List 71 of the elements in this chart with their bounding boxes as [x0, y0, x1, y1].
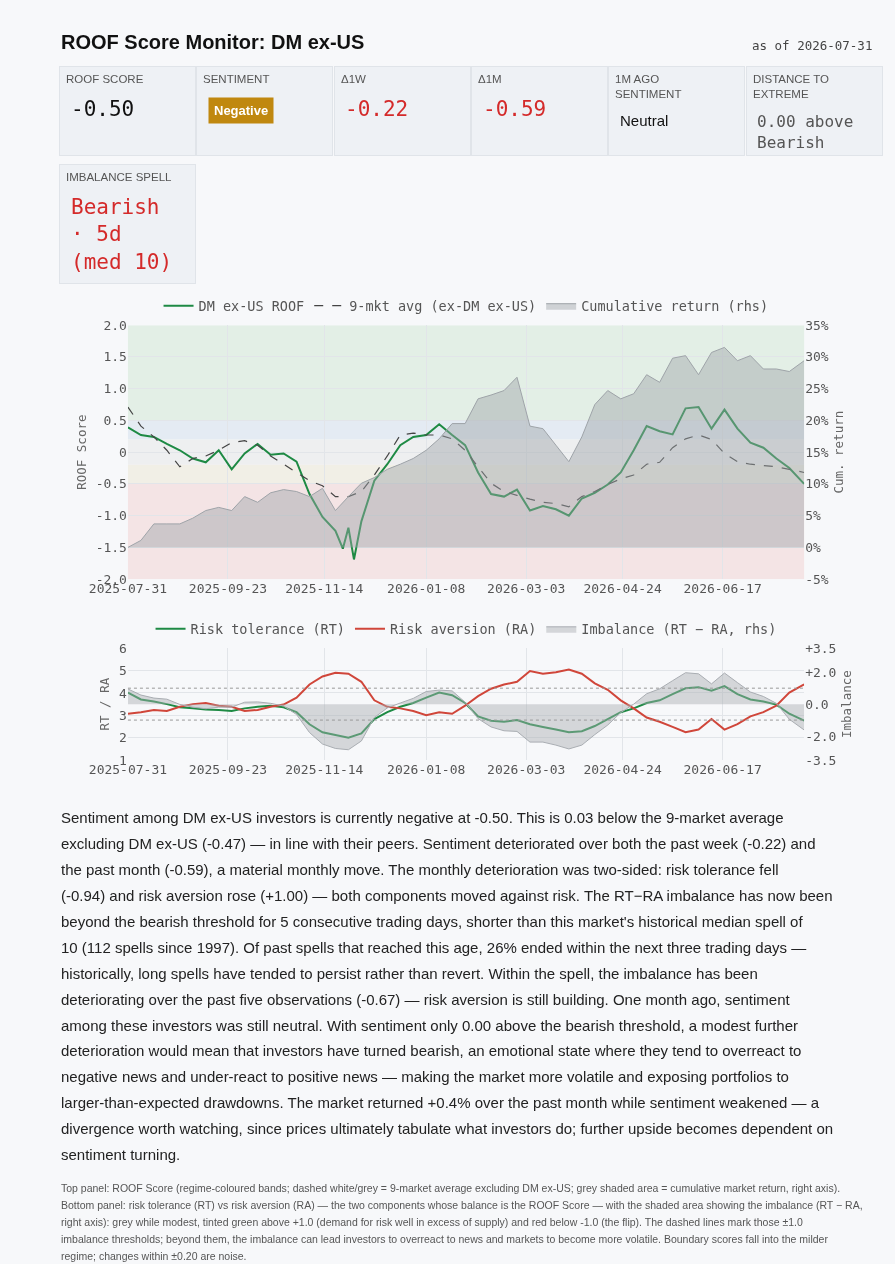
- legend-label: Cumulative return (rhs): [581, 297, 769, 314]
- y2-tick-label: +2.0: [805, 664, 837, 680]
- y2-tick-label: -3.5: [805, 752, 837, 768]
- y-tick-label: 1.5: [103, 349, 127, 365]
- text: Δ1W: [341, 73, 367, 85]
- y2-axis-title: Cum. return: [831, 410, 847, 494]
- y-tick-label: -0.5: [95, 476, 127, 492]
- legend-label: 9-mkt avg (ex-DM ex-US): [349, 297, 537, 314]
- y2-tick-label: 0.0: [805, 696, 829, 712]
- text: Negative: [214, 103, 269, 118]
- x-tick-label: 2025-11-14: [285, 761, 364, 777]
- y-tick-label: 2: [119, 730, 127, 746]
- text: -0.22: [345, 97, 409, 121]
- x-tick-label: 2025-09-23: [188, 581, 268, 597]
- x-tick-label: 2026-06-17: [683, 581, 762, 597]
- text: Bearish · 5d (med 10): [71, 195, 173, 274]
- text: Δ1M: [478, 73, 502, 85]
- y-tick-label: 0.5: [103, 412, 127, 428]
- legend-label: Risk aversion (RA): [389, 621, 537, 638]
- text: DISTANCE TO EXTREME: [753, 73, 830, 100]
- text: 0.00 above Bearish: [757, 112, 854, 152]
- text: Sentiment among DM ex-US investors is currently negative at -0.50. This is 0.03 below the 9-market average excluding DM ex-US (-0.47) — in line with their peers. Sentiment deteriorated over both the past week (-0.22) and the past month (-0.59), a material monthly move. The monthly deterioration was two-sided: risk tolerance fell (-0.94) and risk aversion rose (+1.00) — both components moved against risk. The RT−RA imbalance has now been beyond the bearish threshold for 5 consecutive trading days, shorter than this market's historical median spell of 10 (112 spells since 1997). Of past spells that reached this age, 26% ended within the next three trading days — historically, long spells have tended to persist rather than revert. Within the spell, the imbalance has been deteriorating over the past five observations (-0.67) — risk aversion is still building. One month ago, sentiment among these investors was still neutral. With sentiment only 0.00 above the bearish threshold, a modest further deterioration would mean that investors have turned bearish, an emotional state where they tend to overreact to negative news and under-react to positive news — making the market more volatile and exposing portfolios to larger-than-expected drawdowns. The market returned +0.4% over the past month while sentiment weakened — a divergence worth watching, since prices ultimately tabulate what investors do; further upside becomes dependent on sentiment turning.: [61, 809, 834, 1163]
- y-axis-title: RT / RA: [97, 677, 113, 731]
- text: SENTIMENT: [203, 73, 270, 85]
- y-tick-label: 2.0: [103, 317, 127, 333]
- x-tick-label: 2026-01-08: [387, 581, 466, 597]
- text: ROOF Score Monitor: DM ex-US: [61, 31, 365, 53]
- y-tick-label: 1.0: [103, 381, 127, 397]
- y2-tick-label: 35%: [805, 317, 829, 333]
- x-tick-label: 2025-09-23: [188, 761, 268, 777]
- y-tick-label: -1.5: [95, 539, 127, 555]
- y-tick-label: 5: [119, 663, 127, 679]
- legend-label: DM ex-US ROOF: [198, 297, 305, 314]
- y-tick-label: -1.0: [95, 508, 127, 524]
- x-tick-label: 2026-04-24: [583, 581, 662, 597]
- text: 1M AGO SENTIMENT: [615, 73, 682, 100]
- y-tick-label: 4: [119, 685, 128, 701]
- y2-tick-label: 5%: [805, 508, 821, 524]
- y2-tick-label: 20%: [805, 412, 829, 428]
- y2-axis-title: Imbalance: [838, 670, 854, 738]
- line-series: [127, 406, 805, 508]
- y-tick-label: 6: [119, 640, 127, 656]
- line-series: [127, 406, 805, 561]
- text: IMBALANCE SPELL: [66, 171, 173, 183]
- x-tick-label: 2026-06-17: [683, 761, 762, 777]
- y2-tick-label: 10%: [805, 476, 829, 492]
- y-tick-label: 3: [119, 707, 127, 723]
- y2-tick-label: 15%: [805, 444, 829, 460]
- y2-tick-label: 30%: [805, 349, 829, 365]
- text: as of 2026-07-31: [752, 38, 873, 53]
- x-tick-label: 2026-03-03: [487, 581, 566, 597]
- y-tick-label: 0: [119, 444, 127, 460]
- text: -0.50: [71, 97, 135, 121]
- line-series: [127, 668, 805, 734]
- y2-tick-label: 25%: [805, 381, 829, 397]
- y2-tick-label: -5%: [805, 571, 829, 587]
- x-tick-label: 2026-03-03: [487, 761, 566, 777]
- line-series: [127, 685, 805, 739]
- y2-tick-label: -2.0: [805, 728, 837, 744]
- x-tick-label: 2026-01-08: [387, 761, 466, 777]
- text: ROOF SCORE: [66, 73, 144, 85]
- y2-tick-label: 0%: [805, 539, 821, 555]
- text: -0.59: [483, 97, 547, 121]
- x-tick-label: 2026-04-24: [583, 761, 662, 777]
- legend-label: Imbalance (RT − RA, rhs): [581, 621, 777, 638]
- text: Top panel: ROOF Score (regime-coloured bands; dashed white/grey = 9-market average excluding DM ex-US; grey shaded area = cumulative market return, right axis). Bottom panel: risk tolerance (RT) vs risk aversion (RA) — the two components whose balance is the ROOF Score — with the shaded area showing the imbalance (RT − RA, right axis): grey while modest, tinted green above +1.0 (demand for risk well in excess of supply) and red below -1.0 (the flip). The dashed lines mark those ±1.0 imbalance thresholds; beyond them, the imbalance can lead investors to overreact to news and markets to become more volatile. Boundary scores fall into the milder regime; changes within ±0.20 are noise.: [61, 1182, 863, 1262]
- legend-label: Risk tolerance (RT): [190, 621, 345, 638]
- x-tick-label: 2025-11-14: [285, 581, 364, 597]
- y2-tick-label: +3.5: [805, 640, 837, 656]
- text: Neutral: [620, 112, 669, 129]
- y-axis-title: ROOF Score: [73, 414, 89, 490]
